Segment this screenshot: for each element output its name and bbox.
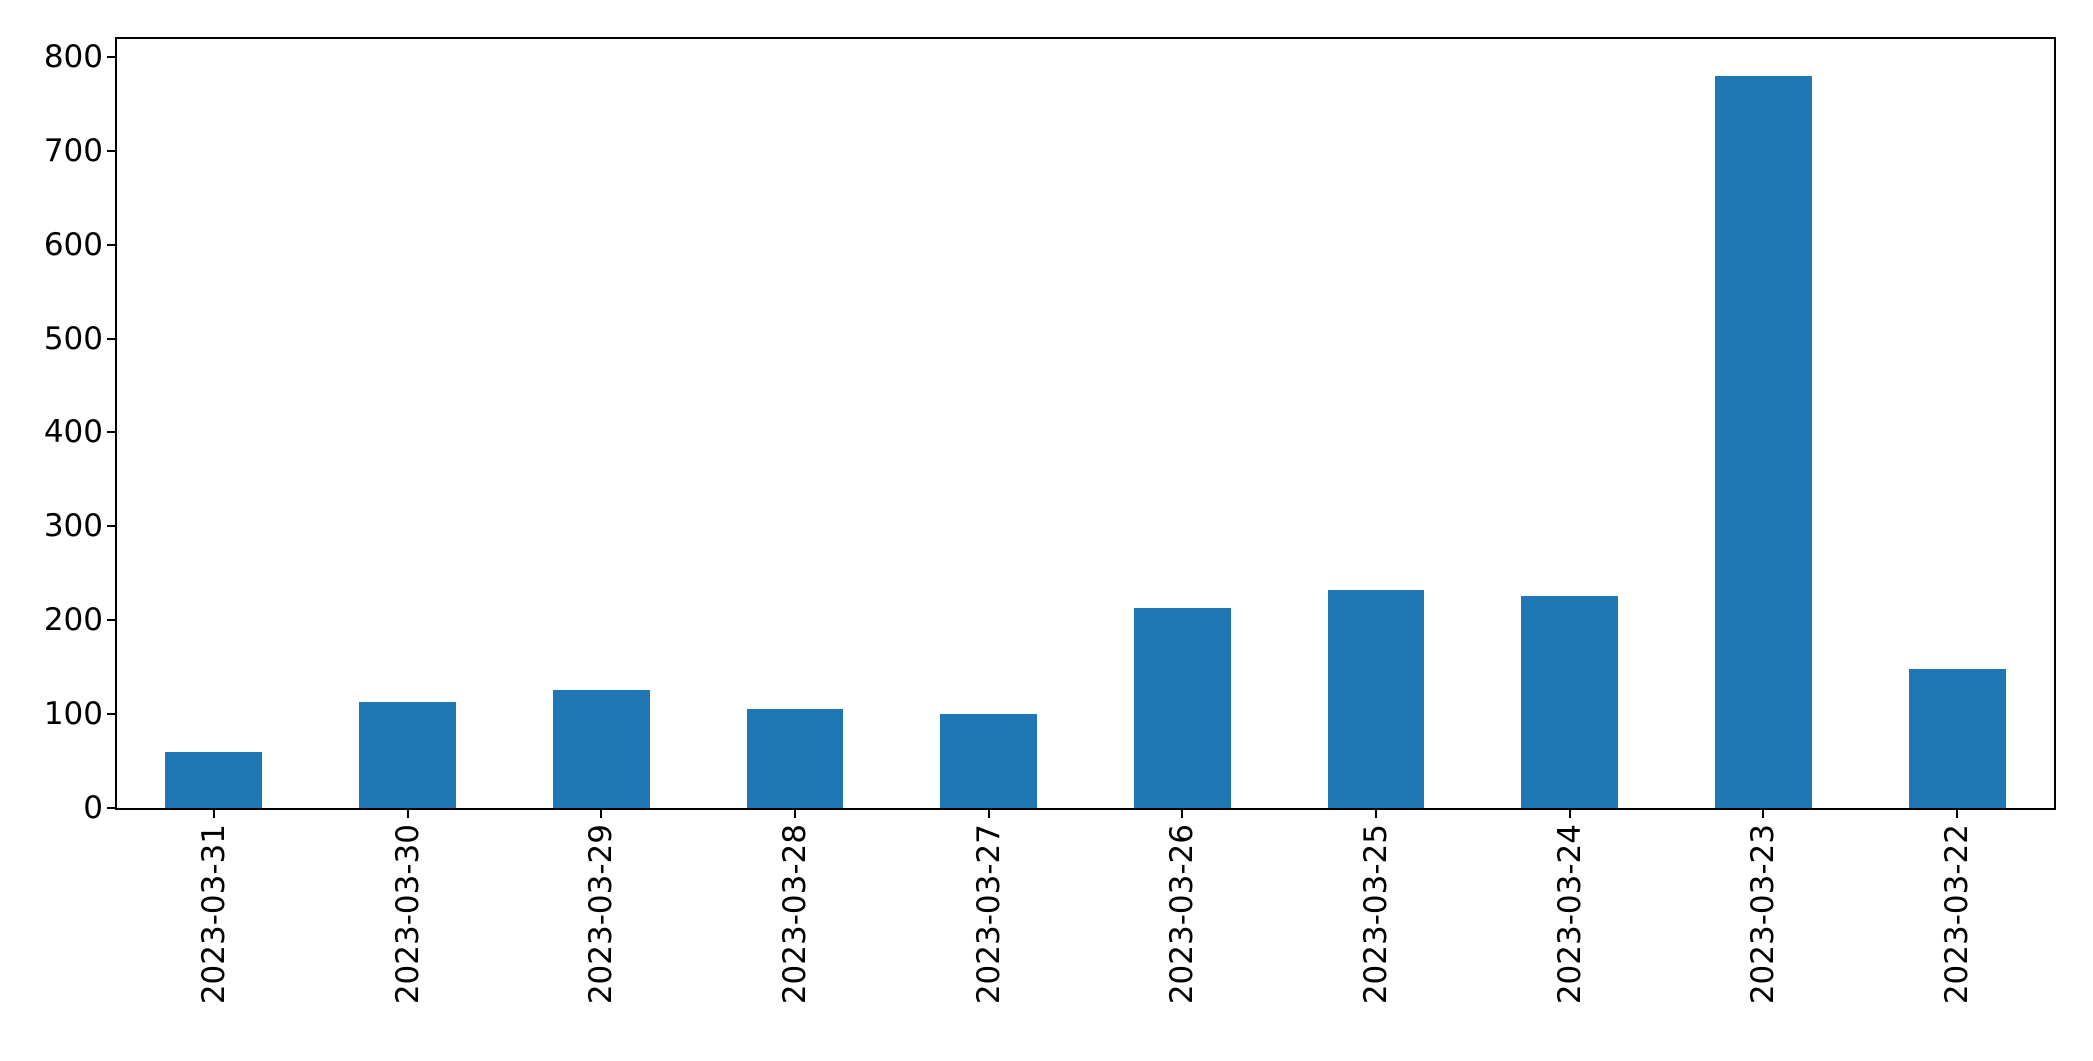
bar-2023-03-31 — [165, 751, 263, 808]
x-tick-label: 2023-03-27 — [970, 824, 1007, 1005]
x-tick-label: 2023-03-30 — [389, 824, 426, 1005]
bar-2023-03-24 — [1521, 595, 1619, 808]
x-tick-mark — [406, 810, 409, 818]
y-tick-mark — [107, 243, 115, 246]
x-tick-mark — [793, 810, 796, 818]
x-tick-mark — [1956, 810, 1959, 818]
y-tick-label: 600 — [43, 226, 103, 263]
x-tick-mark — [1375, 810, 1378, 818]
bar-2023-03-28 — [746, 709, 844, 808]
bar-2023-03-23 — [1715, 75, 1812, 808]
bar-2023-03-25 — [1327, 590, 1425, 808]
bar-2023-03-27 — [940, 714, 1038, 808]
y-tick-label: 500 — [43, 320, 103, 357]
x-tick-label: 2023-03-22 — [1939, 824, 1976, 1005]
x-tick-label: 2023-03-29 — [583, 824, 620, 1005]
y-tick-mark — [107, 337, 115, 340]
plot-area — [115, 37, 2056, 810]
x-tick-mark — [1762, 810, 1765, 818]
y-tick-label: 100 — [43, 696, 103, 733]
y-tick-mark — [107, 525, 115, 528]
y-tick-label: 800 — [43, 38, 103, 75]
y-tick-label: 400 — [43, 414, 103, 451]
x-tick-label: 2023-03-28 — [776, 824, 813, 1005]
x-tick-mark — [987, 810, 990, 818]
x-tick-label: 2023-03-24 — [1551, 824, 1588, 1005]
x-tick-label: 2023-03-26 — [1164, 824, 1201, 1005]
bar-2023-03-30 — [359, 701, 456, 808]
y-tick-mark — [107, 149, 115, 152]
y-tick-label: 300 — [43, 508, 103, 545]
y-tick-mark — [107, 55, 115, 58]
y-tick-mark — [107, 619, 115, 622]
x-tick-mark — [1568, 810, 1571, 818]
x-tick-label: 2023-03-31 — [195, 824, 232, 1005]
y-tick-label: 700 — [43, 132, 103, 169]
bar-2023-03-22 — [1908, 669, 2006, 808]
y-tick-mark — [107, 713, 115, 716]
bar-2023-03-26 — [1133, 608, 1231, 808]
x-tick-mark — [1181, 810, 1184, 818]
x-tick-label: 2023-03-23 — [1745, 824, 1782, 1005]
x-tick-mark — [600, 810, 603, 818]
x-tick-mark — [212, 810, 215, 818]
y-tick-label: 0 — [83, 790, 103, 826]
y-tick-mark — [107, 807, 115, 809]
bar-2023-03-29 — [552, 689, 650, 808]
x-tick-label: 2023-03-25 — [1358, 824, 1395, 1005]
y-tick-label: 200 — [43, 602, 103, 639]
y-tick-mark — [107, 431, 115, 434]
